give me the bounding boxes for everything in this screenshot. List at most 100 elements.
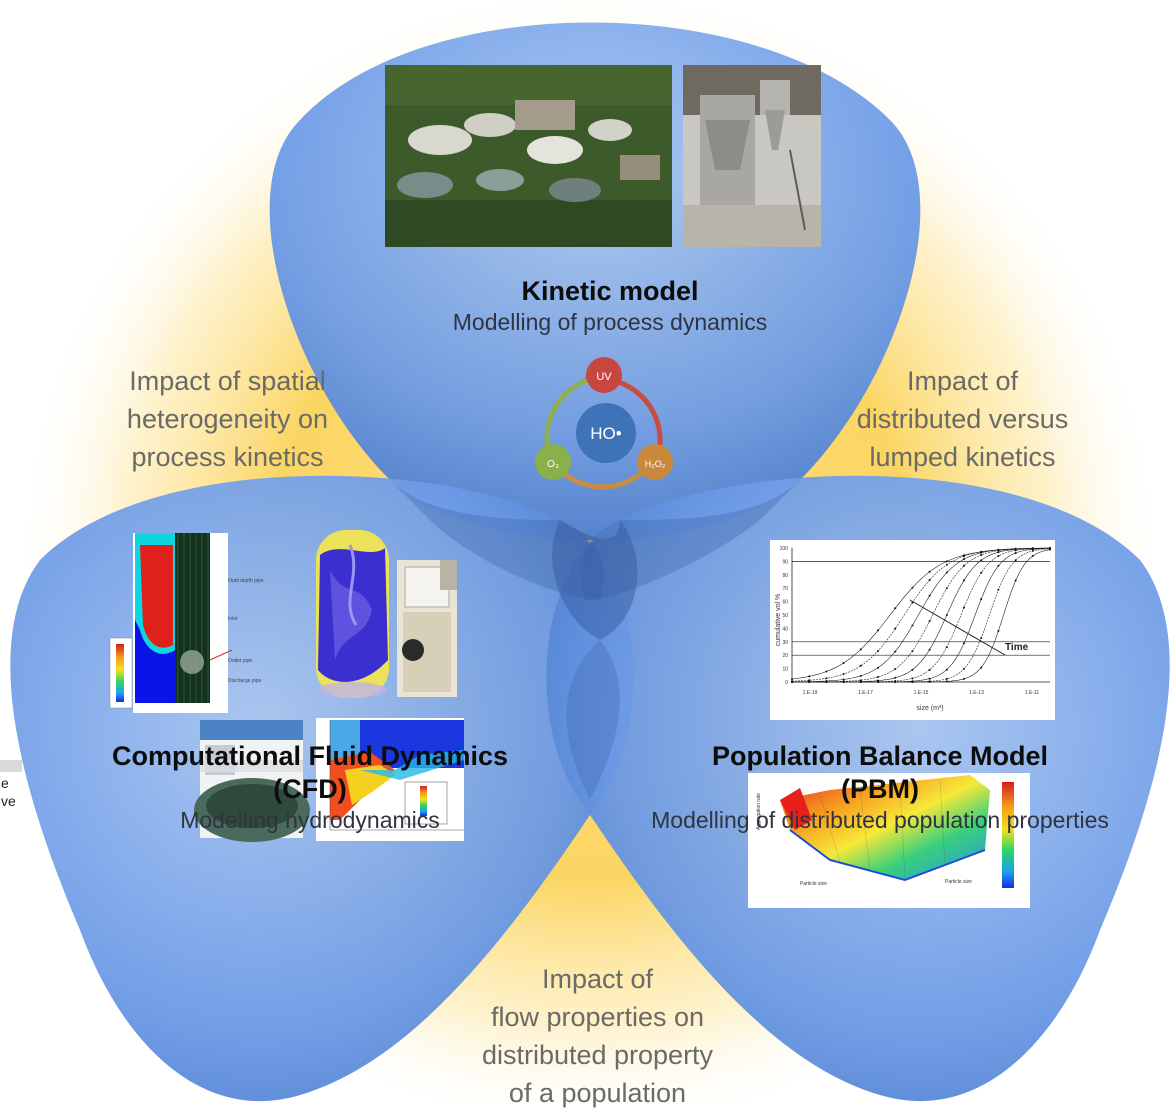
pbm-curve-point [911,624,914,627]
pbm-curve-point [894,627,897,630]
pbm-time-arrow [909,599,1006,656]
pbm-curve-point [928,620,931,622]
pbm-x-tick-label: 1.E-11 [1025,690,1040,696]
pbm-curve-point [997,588,1000,591]
cfd-flow-field-image [316,718,464,841]
o3-node [535,444,571,480]
svg-text:Inlet: Inlet [228,616,238,622]
pbm-x-tick-label: 1.E-15 [914,690,929,696]
svg-text:Outlet pipe: Outlet pipe [228,658,252,664]
pbm-y-tick-label: 60 [782,600,788,606]
pbm-curve-point [877,666,879,669]
pbm-curve-point [859,674,862,677]
pbm-curve-point [997,555,1000,557]
o3-label: O₃ [547,459,559,470]
cfd-label-block: Computational Fluid Dynamics (CFD) Model… [60,740,560,834]
pbm-curve-point [791,678,793,681]
cfd-subtitle: Modelling hydrodynamics [180,807,440,833]
impact-bottom-line1: Impact of [541,964,654,994]
pbm-y-tick-label: 90 [782,559,788,565]
pbm-curve-point [980,666,983,669]
pbm-curve-point [877,629,879,632]
overlap-top-left [390,480,604,600]
svg-text:Discharge pipe: Discharge pipe [228,678,262,684]
pbm-y-axis-label: cumulative vol % [775,594,782,647]
pbm-curve-point [877,676,879,678]
pbm-x-tick-label: 1.E-13 [969,690,984,696]
pbm-x-tick-label: 1.E-19 [803,690,818,696]
pbm-curve-point [911,586,914,589]
pbm-curve-point [963,677,965,680]
pbm-curve-point [808,675,811,678]
impact-right: Impact of distributed versus lumped kine… [830,362,1095,476]
pbm-curve-point [894,668,897,670]
pbm-curve-point [825,670,828,673]
wastewater-plant-photo [385,65,672,247]
impact-right-line3: lumped kinetics [869,442,1056,472]
pbm-curve-point [928,668,931,671]
h2o2-node [637,444,673,480]
pbm-curve-point [1014,552,1017,554]
cfd-title-line1: Computational Fluid Dynamics [111,741,509,771]
svg-text:Fluid depth pipe: Fluid depth pipe [228,578,264,584]
pbm-curve-point [808,681,811,683]
pbm-curve-point [945,680,948,683]
pbm-curve-point [945,571,948,574]
impact-bottom-line2: flow properties on [490,1002,705,1032]
pbm-curve-point [980,637,983,639]
impact-bottom-line3: distributed property [481,1040,714,1070]
pbm-curve-point [1014,579,1017,582]
pbm-curve-point [1031,548,1034,551]
pbm-curve-point [980,551,983,554]
overlap-top-right [580,480,800,600]
impact-bottom-line4: of a population [508,1078,687,1108]
pbm-curve-point [963,642,965,645]
pbm-curve-point [877,681,879,683]
pbm-curve-point [825,681,828,683]
svg-text:Particle size: Particle size [945,879,972,885]
pbm-curve-point [945,563,948,566]
svg-text:Particle size: Particle size [800,881,827,887]
pbm-curve-point [842,673,845,676]
pbm-curve-point [928,648,931,651]
pbm-curve-point [928,570,931,573]
pbm-curve-point [963,558,965,561]
pbm-curve-point [945,560,948,563]
pbm-x-tick-label: 1.E-17 [858,690,873,696]
h2o2-label: H₂O₂ [645,459,666,469]
pbm-y-tick-label: 50 [782,613,788,619]
cfd-title-line2: (CFD) [273,774,347,804]
pbm-curve-point [963,667,965,670]
pbm-y-tick-label: 80 [782,573,788,579]
kinetic-title: Kinetic model [521,276,699,306]
pbm-y-tick-label: 20 [782,653,788,659]
pbm-y-tick-label: 0 [785,680,788,686]
pbm-curve-point [911,668,914,671]
uv-label: UV [596,371,612,383]
pbm-title-line2: (PBM) [841,774,919,804]
pbm-y-tick-label: 30 [782,640,788,646]
pbm-curve-point [894,650,897,653]
pbm-curve-point [859,664,862,667]
pbm-y-tick-label: 100 [780,546,789,552]
pbm-curve-point [963,579,965,582]
kinetic-cycle: HO• UV O₃ H₂O₂ [535,357,673,490]
pbm-curve-point [997,551,1000,554]
pbm-subtitle: Modelling of distributed population prop… [651,807,1109,833]
pbm-curve-point [894,676,897,679]
pbm-curve-point [842,662,845,664]
pbm-title-line1: Population Balance Model [711,741,1049,771]
pbm-curve-point [928,680,931,683]
edge-fragment-line2: ve [1,793,16,809]
pbm-curve-point [945,668,948,671]
pbm-curve-point [1049,548,1051,551]
pbm-curve-point [963,555,965,558]
reactor-lab-photo [397,560,457,697]
cfd-velocity-contour-image: Fluid depth pipe Inlet Outlet pipe Discharg… [109,533,264,713]
pbm-y-tick-label: 40 [782,626,788,632]
pbm-curve-point [928,579,931,581]
svg-text:Aggregation rate: Aggregation rate [756,793,762,830]
edge-fragment-bar [0,760,22,772]
